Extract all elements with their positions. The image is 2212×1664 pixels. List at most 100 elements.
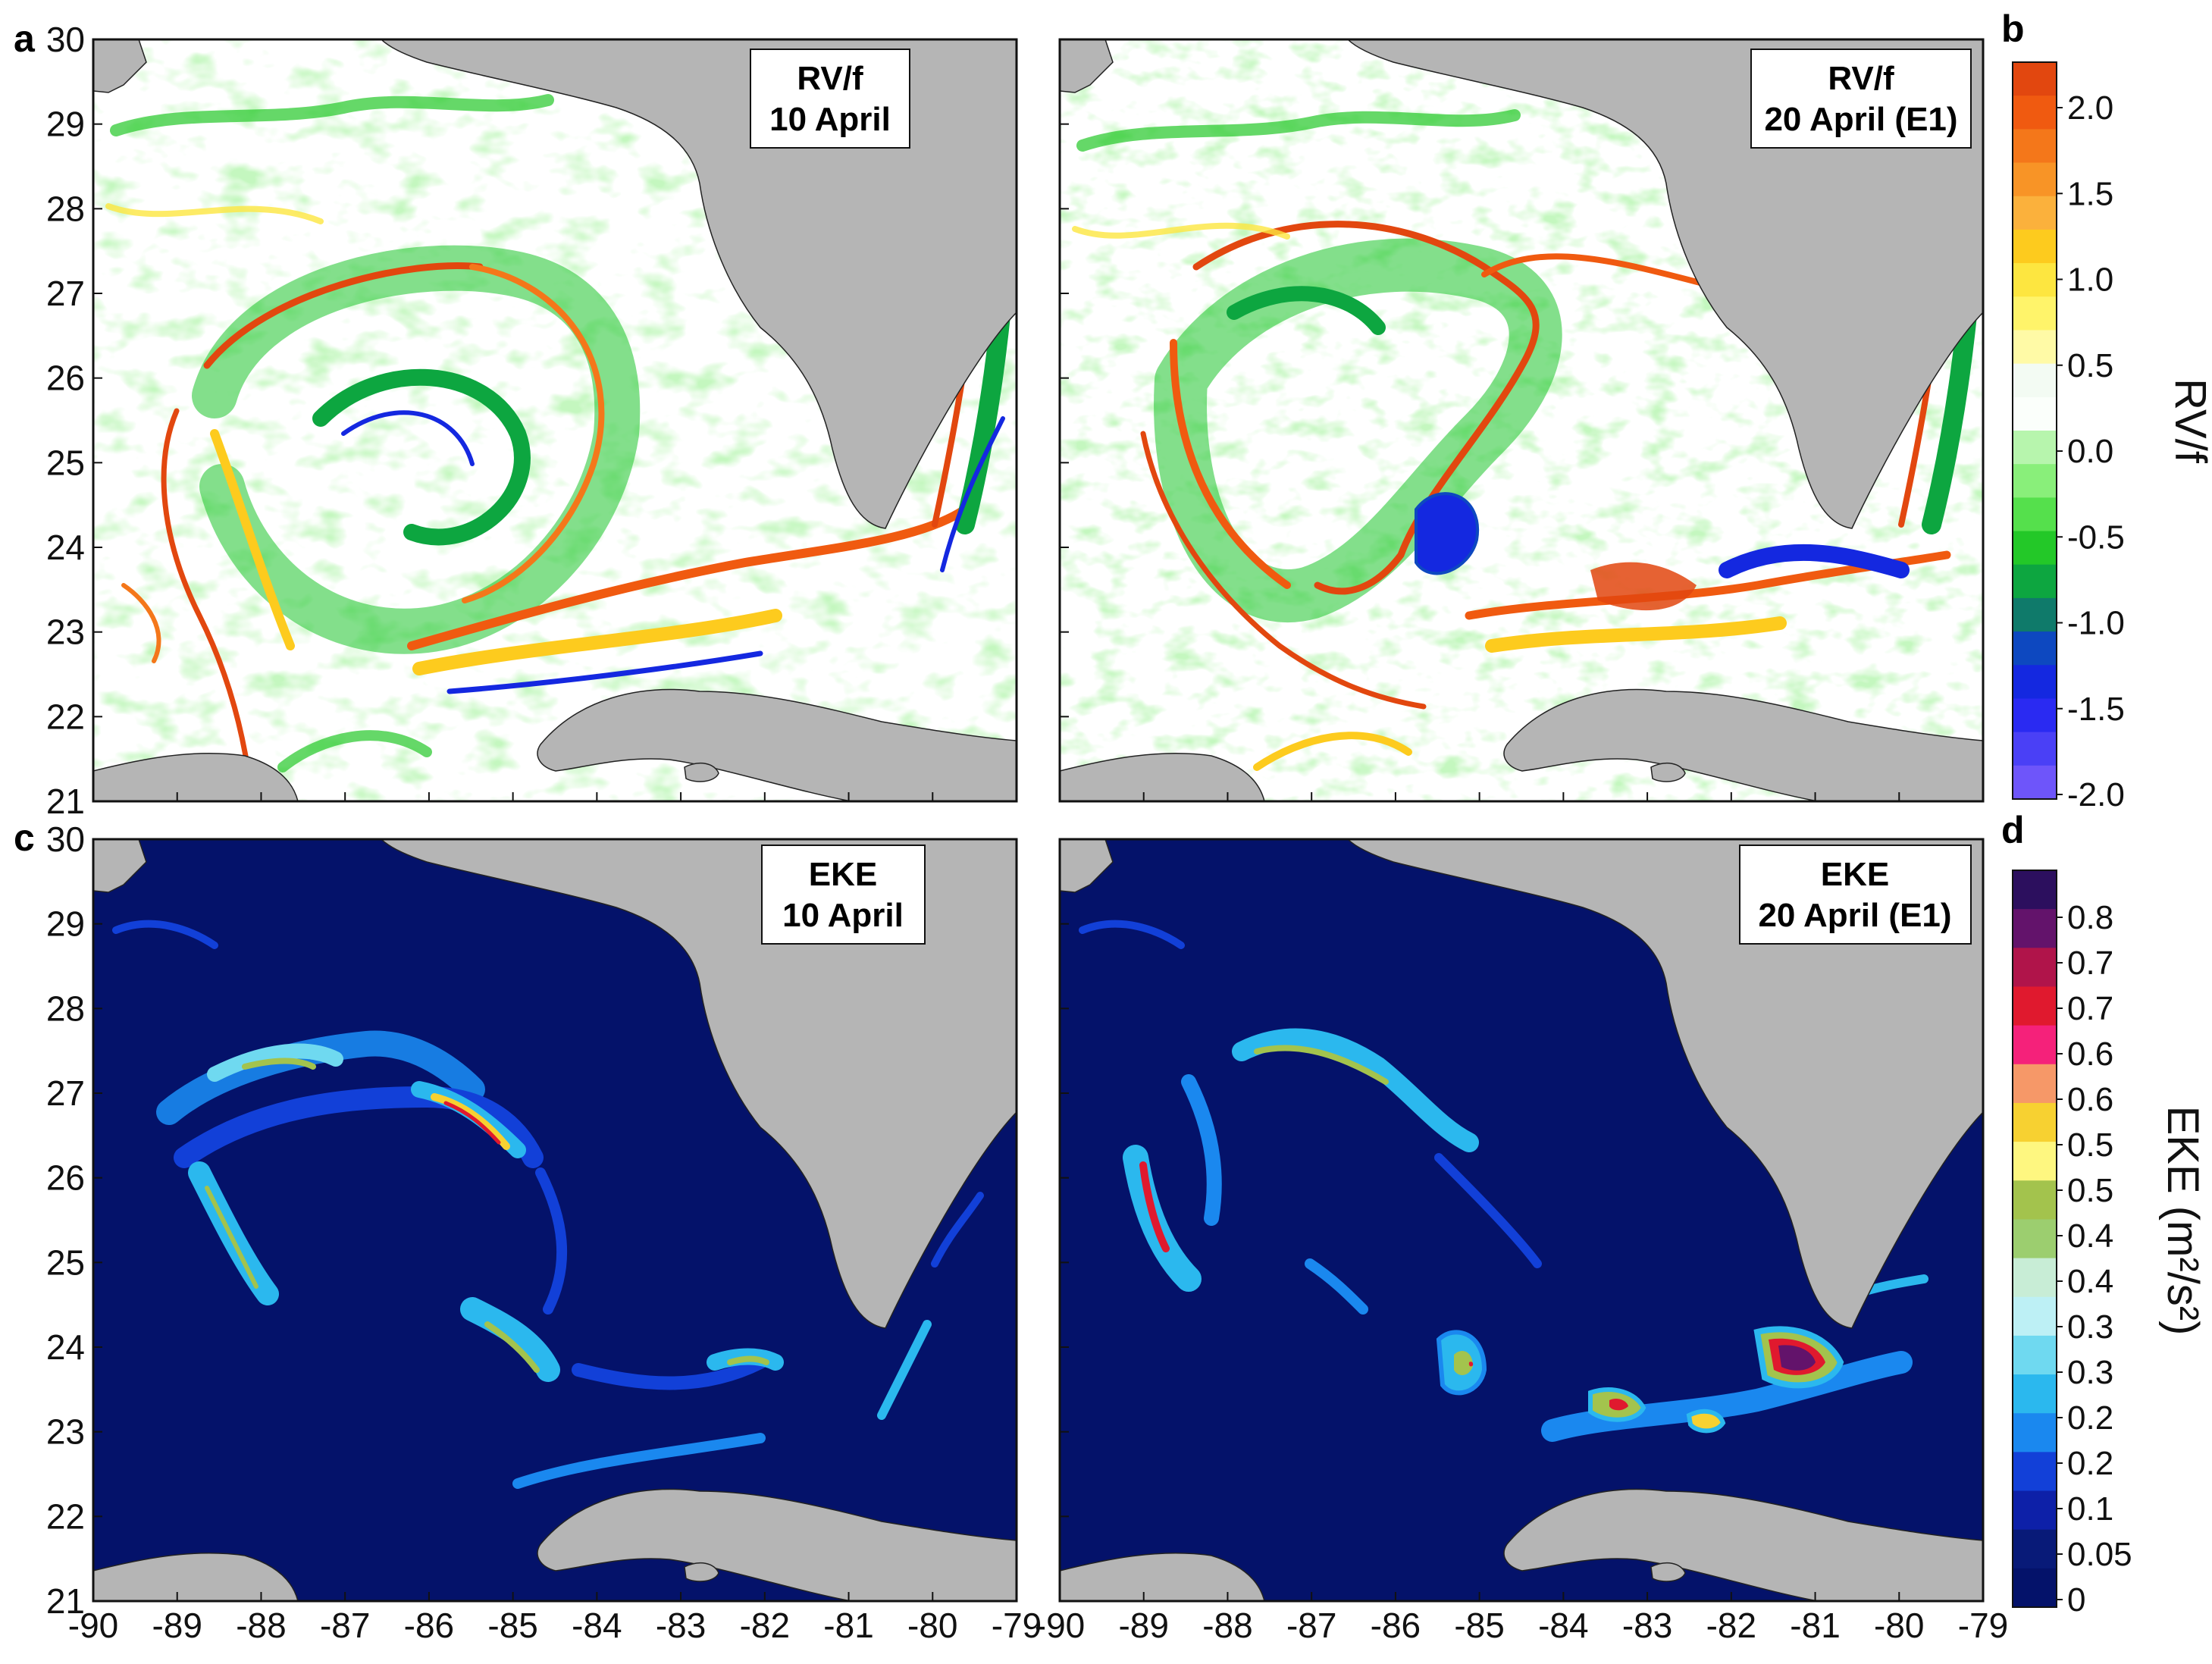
colorbar-swatch	[2013, 263, 2057, 297]
x-tick-label: -89	[1118, 1606, 1168, 1645]
x-tick-label: -89	[152, 1606, 202, 1645]
colorbar-swatch	[2013, 564, 2057, 599]
y-tick-label: 21	[46, 1581, 85, 1621]
colorbar-tick-label: 0.0	[2067, 433, 2113, 470]
x-tick-label: -83	[656, 1606, 706, 1645]
x-tick-label: -88	[236, 1606, 286, 1645]
x-tick-label: -84	[572, 1606, 622, 1645]
colorbar-swatch	[2013, 330, 2057, 365]
map-rv-10-april	[93, 39, 1017, 801]
land	[1060, 839, 1983, 1601]
y-tick-label: 30	[46, 20, 85, 59]
colorbar-tick-label: 0.4	[2067, 1217, 2113, 1255]
x-tick-label: -86	[404, 1606, 454, 1645]
colorbar-swatch	[2013, 129, 2057, 164]
x-tick-label: -85	[1454, 1606, 1504, 1645]
x-tick-label: -90	[68, 1606, 118, 1645]
panel-letter-a: a	[14, 17, 36, 60]
map-eke-20-april	[1060, 839, 1983, 1601]
colorbar-tick-label: 0	[2067, 1581, 2085, 1619]
panel-a	[92, 38, 1018, 803]
x-tick-label: -87	[1286, 1606, 1336, 1645]
title-box-a-line1: RV/f	[797, 60, 863, 97]
x-tick-label: -79	[992, 1606, 1042, 1645]
map-rv-20-april	[1060, 39, 1983, 801]
colorbar-tick-label: 0.6	[2067, 1081, 2113, 1118]
y-tick-label: 23	[46, 1412, 85, 1452]
colorbar-swatch	[2013, 948, 2057, 987]
x-axis-ticks-left: -90 -89 -88 -87 -86 -85 -84 -83 -82 -81 -80 -79	[68, 792, 1042, 1645]
colorbar-swatch	[2013, 1219, 2057, 1259]
y-tick-label: 23	[46, 613, 85, 652]
title-box-c-line2: 10 April	[782, 897, 904, 934]
y-tick-label: 26	[46, 1158, 85, 1198]
colorbar-swatch	[2013, 464, 2057, 498]
colorbar-swatch	[2013, 1568, 2057, 1608]
colorbar-swatch	[2013, 698, 2057, 733]
y-tick-label: 30	[46, 819, 85, 859]
colorbar-tick-label: 0.1	[2067, 1490, 2113, 1528]
title-box-c-line1: EKE	[809, 856, 877, 893]
colorbar-frame	[2012, 870, 2057, 1608]
colorbar-swatch	[2013, 296, 2057, 331]
map-eke-10-april	[93, 839, 1017, 1601]
colorbar-swatch	[2013, 1180, 2057, 1220]
colorbar-tick-label: 1.5	[2067, 175, 2113, 212]
y-tick-label: 22	[46, 697, 85, 736]
colorbar-swatch	[2013, 96, 2057, 130]
x-tick-label: -88	[1202, 1606, 1252, 1645]
x-tick-label: -87	[320, 1606, 370, 1645]
colorbar-swatch	[2013, 1374, 2057, 1414]
x-tick-label: -82	[740, 1606, 790, 1645]
colorbar-tick-label: 0.05	[2067, 1536, 2132, 1573]
colorbar-swatch	[2013, 1142, 2057, 1181]
colorbar-tick-label: 0.7	[2067, 990, 2113, 1027]
colorbar-swatch	[2013, 531, 2057, 566]
colorbar-swatch	[2013, 870, 2057, 910]
land	[93, 39, 1017, 801]
title-box-a: RV/f 10 April	[750, 49, 910, 149]
x-tick-label: -80	[1874, 1606, 1924, 1645]
panel-d	[1058, 838, 1985, 1603]
title-box-a-line2: 10 April	[769, 101, 891, 138]
x-tick-label: -82	[1706, 1606, 1756, 1645]
colorbar-swatch	[2013, 665, 2057, 699]
colorbar-tick-label: 1.0	[2067, 262, 2113, 299]
y-tick-label: 28	[46, 189, 85, 228]
y-tick-label: 25	[46, 1243, 85, 1282]
colorbar-tick-label: 0.3	[2067, 1354, 2113, 1391]
colorbar-swatch	[2013, 631, 2057, 666]
colorbar-swatch	[2013, 62, 2057, 96]
colorbar-eke-title: EKE (m²/s²)	[2158, 1106, 2207, 1336]
colorbar-tick-label: 0.2	[2067, 1445, 2113, 1482]
colorbar-tick-label: 0.7	[2067, 945, 2113, 982]
land	[93, 839, 1017, 1601]
rv-features	[105, 39, 1017, 801]
y-tick-label: 29	[46, 904, 85, 944]
colorbar-swatch	[2013, 1452, 2057, 1492]
colorbar-tick-label: 0.3	[2067, 1308, 2113, 1346]
x-axis-ticks-right: -90 -89 -88 -87 -86 -85 -84 -83 -82 -81 -80 -79	[1035, 792, 2008, 1645]
colorbar-swatch	[2013, 1258, 2057, 1298]
x-tick-label: -79	[1958, 1606, 2008, 1645]
colorbar-swatch	[2013, 1529, 2057, 1569]
y-tick-label: 24	[46, 528, 85, 567]
x-tick-label: -81	[823, 1606, 873, 1645]
x-tick-label: -86	[1371, 1606, 1421, 1645]
title-box-b-line2: 20 April (E1)	[1764, 101, 1957, 138]
colorbar-swatch	[2013, 1064, 2057, 1104]
colorbar-swatch	[2013, 732, 2057, 766]
title-box-c: EKE 10 April	[761, 845, 926, 945]
panel-b	[1058, 38, 1985, 803]
y-tick-label: 26	[46, 359, 85, 398]
title-box-b-line1: RV/f	[1828, 60, 1894, 97]
colorbar-swatch	[2013, 363, 2057, 398]
colorbar-swatch	[2013, 497, 2057, 532]
title-box-b: RV/f 20 April (E1)	[1750, 49, 1972, 149]
x-tick-label: -81	[1790, 1606, 1840, 1645]
land	[1060, 39, 1983, 801]
colorbar-swatch	[2013, 396, 2057, 431]
colorbar-tick-label: 0.5	[2067, 1172, 2113, 1209]
colorbar-swatch	[2013, 1102, 2057, 1142]
y-tick-label: 24	[46, 1327, 85, 1367]
